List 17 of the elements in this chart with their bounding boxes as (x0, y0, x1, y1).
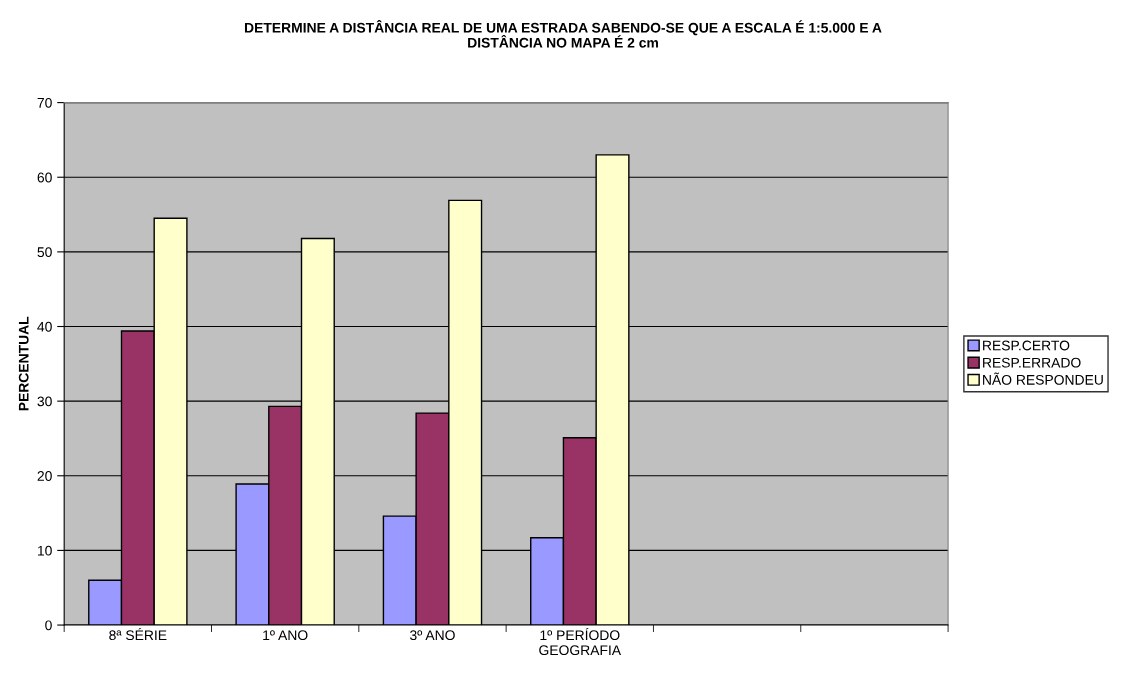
legend-label: RESP.ERRADO (983, 357, 1081, 368)
y-tick-label: 10 (37, 545, 52, 556)
y-tick-label: 0 (45, 620, 52, 631)
y-tick-label: 20 (37, 471, 52, 481)
y-tick-label: 70 (37, 97, 52, 108)
legend-label: NÃO RESPONDEU (983, 372, 1103, 385)
x-tick-label: 1º PERÍODO GEOGRAFIA (539, 627, 622, 656)
legend-label: RESP.CERTO (983, 340, 1070, 351)
y-tick-label: 60 (37, 172, 52, 183)
chart-title: DETERMINE A DISTÂNCIA REAL DE UMA ESTRADA SABENDO-SE QUE A ESCALA É 1:5.000 E A DISTÂNCIA NO MAPA É 2 cm (244, 20, 882, 48)
y-tick-label: 30 (37, 396, 52, 407)
x-tick-label: 1º ANO (263, 630, 308, 641)
y-tick-label: 40 (37, 321, 52, 332)
y-axis-title: PERCENTUAL (18, 316, 29, 411)
x-tick-label: 3º ANO (410, 630, 455, 641)
y-tick-label: 50 (37, 247, 52, 258)
x-tick-label: 8ª SÉRIE (109, 627, 167, 641)
